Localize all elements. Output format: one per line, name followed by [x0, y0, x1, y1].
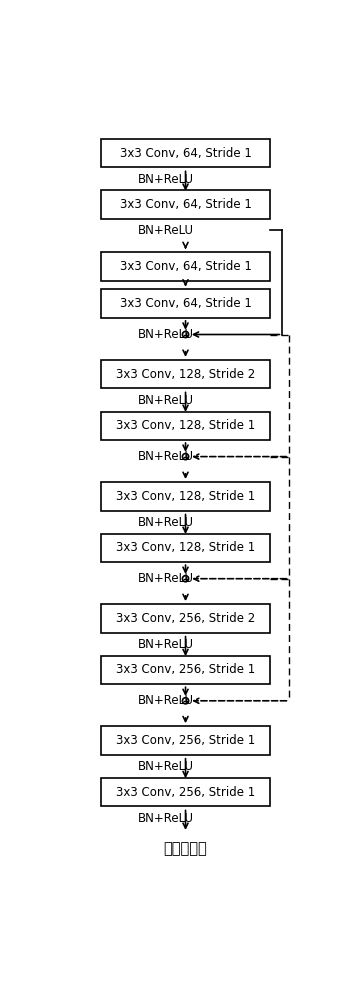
- Bar: [101, 190, 270, 219]
- Text: BN+ReLU: BN+ReLU: [138, 173, 194, 186]
- Bar: [101, 778, 270, 806]
- Text: 3x3 Conv, 256, Stride 1: 3x3 Conv, 256, Stride 1: [116, 786, 255, 799]
- Text: 3x3 Conv, 64, Stride 1: 3x3 Conv, 64, Stride 1: [119, 146, 252, 159]
- Text: BN+ReLU: BN+ReLU: [138, 394, 194, 407]
- Text: 3x3 Conv, 64, Stride 1: 3x3 Conv, 64, Stride 1: [119, 260, 252, 273]
- Bar: [101, 726, 270, 755]
- Bar: [101, 482, 270, 510]
- Text: 3x3 Conv, 128, Stride 1: 3x3 Conv, 128, Stride 1: [116, 490, 255, 503]
- Ellipse shape: [182, 576, 189, 582]
- Bar: [101, 656, 270, 684]
- Bar: [101, 289, 270, 318]
- Text: BN+ReLU: BN+ReLU: [138, 450, 194, 463]
- Ellipse shape: [182, 698, 189, 704]
- Text: 3x3 Conv, 128, Stride 2: 3x3 Conv, 128, Stride 2: [116, 368, 255, 381]
- Bar: [101, 139, 270, 167]
- Text: BN+ReLU: BN+ReLU: [138, 812, 194, 825]
- Bar: [101, 412, 270, 440]
- Bar: [101, 604, 270, 633]
- Text: 3x3 Conv, 64, Stride 1: 3x3 Conv, 64, Stride 1: [119, 198, 252, 211]
- Text: BN+ReLU: BN+ReLU: [138, 638, 194, 651]
- Text: BN+ReLU: BN+ReLU: [138, 224, 194, 236]
- Bar: [101, 534, 270, 562]
- Text: 二维特征图: 二维特征图: [164, 841, 207, 856]
- Bar: [101, 360, 270, 388]
- Text: BN+ReLU: BN+ReLU: [138, 760, 194, 773]
- Text: BN+ReLU: BN+ReLU: [138, 328, 194, 341]
- Text: BN+ReLU: BN+ReLU: [138, 516, 194, 529]
- Text: 3x3 Conv, 128, Stride 1: 3x3 Conv, 128, Stride 1: [116, 541, 255, 554]
- Ellipse shape: [182, 454, 189, 460]
- Text: 3x3 Conv, 128, Stride 1: 3x3 Conv, 128, Stride 1: [116, 419, 255, 432]
- Text: 3x3 Conv, 256, Stride 2: 3x3 Conv, 256, Stride 2: [116, 612, 255, 625]
- Ellipse shape: [182, 331, 189, 338]
- Bar: [101, 252, 270, 281]
- Text: BN+ReLU: BN+ReLU: [138, 572, 194, 585]
- Text: 3x3 Conv, 256, Stride 1: 3x3 Conv, 256, Stride 1: [116, 734, 255, 747]
- Text: BN+ReLU: BN+ReLU: [138, 694, 194, 707]
- Text: 3x3 Conv, 64, Stride 1: 3x3 Conv, 64, Stride 1: [119, 297, 252, 310]
- Text: 3x3 Conv, 256, Stride 1: 3x3 Conv, 256, Stride 1: [116, 664, 255, 676]
